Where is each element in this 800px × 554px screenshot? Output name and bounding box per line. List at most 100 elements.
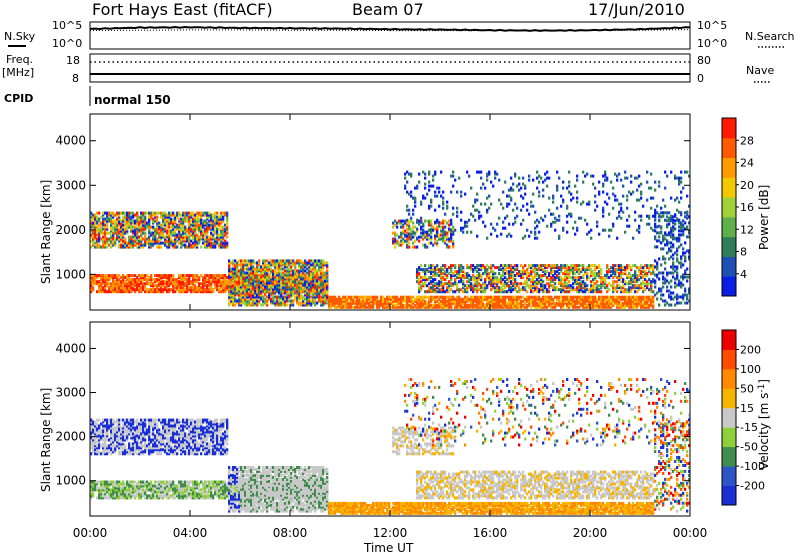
range-gate-cell [298,285,301,289]
range-gate-cell [326,301,329,305]
range-gate-cell [384,305,387,309]
range-gate-cell [422,303,425,307]
range-gate-cell [546,305,549,309]
range-gate-cell [176,213,179,217]
range-gate-cell [444,274,447,278]
range-gate-cell [112,274,115,278]
range-gate-cell [186,215,189,219]
range-gate-cell [124,223,127,227]
range-gate-cell [532,290,535,294]
range-gate-cell [318,285,321,289]
range-gate-cell [598,295,601,299]
range-gate-cell [194,243,197,247]
range-gate-cell [412,230,415,234]
range-gate-cell [528,234,531,238]
range-gate-cell [446,233,449,237]
range-gate-cell [480,301,483,305]
range-gate-cell [490,301,493,305]
range-gate-cell [412,212,415,216]
range-gate-cell [314,289,317,293]
range-gate-cell [388,305,391,309]
range-gate-cell [296,281,299,285]
range-gate-cell [200,219,203,223]
range-gate-cell [108,286,111,290]
range-gate-cell [106,280,109,284]
range-gate-cell [174,219,177,223]
range-gate-cell [496,282,499,286]
range-gate-cell [224,282,227,286]
range-gate-cell [254,297,257,301]
range-gate-cell [136,237,139,241]
range-gate-cell [538,264,541,268]
range-gate-cell [296,285,299,289]
range-gate-cell [496,301,499,305]
range-gate-cell [586,272,589,276]
range-gate-cell [92,233,95,237]
range-gate-cell [438,220,441,224]
range-gate-cell [422,301,425,305]
range-gate-cell [166,282,169,286]
range-gate-cell [194,227,197,231]
range-gate-cell [248,287,251,291]
range-gate-cell [534,280,537,284]
range-gate-cell [286,263,289,267]
range-gate-cell [492,280,495,284]
range-gate-cell [374,297,377,301]
range-gate-cell [226,219,229,223]
range-gate-cell [306,261,309,265]
range-gate-cell [496,305,499,309]
range-gate-cell [118,215,121,219]
range-gate-cell [578,288,581,292]
range-gate-cell [150,276,153,280]
range-gate-cell [302,287,305,291]
range-gate-cell [242,291,245,295]
range-gate-cell [540,176,543,180]
range-gate-cell [442,268,445,272]
range-gate-cell [194,221,197,225]
range-gate-cell [576,278,579,282]
range-gate-cell [406,227,409,231]
range-gate-cell [570,212,573,216]
range-gate-cell [462,274,465,278]
range-gate-cell [434,241,437,245]
range-gate-cell [134,278,137,282]
range-gate-cell [520,288,523,292]
range-gate-cell [512,282,515,286]
range-gate-cell [438,295,441,299]
range-gate-cell [240,269,243,273]
range-gate-cell [560,280,563,284]
range-gate-cell [244,293,247,297]
range-gate-cell [200,282,203,286]
range-gate-cell [314,267,317,271]
range-gate-cell [438,284,441,288]
range-gate-cell [510,301,513,305]
range-gate-cell [206,229,209,233]
range-gate-cell [550,284,553,288]
range-gate-cell [326,263,329,267]
range-gate-cell [128,235,131,239]
range-gate-cell [448,301,451,305]
range-gate-cell [168,223,171,227]
range-gate-cell [198,229,201,233]
range-gate-cell [300,297,303,301]
range-gate-cell [324,295,327,299]
range-gate-cell [588,276,591,280]
range-gate-cell [152,219,155,223]
range-gate-cell [110,223,113,227]
range-gate-cell [422,224,425,228]
range-gate-cell [296,301,299,305]
range-gate-cell [440,278,443,282]
range-gate-cell [418,299,421,303]
range-gate-cell [544,297,547,301]
range-gate-cell [596,299,599,303]
range-gate-cell [306,303,309,307]
range-gate-cell [118,243,121,247]
range-gate-cell [424,219,427,223]
range-gate-cell [486,174,489,178]
range-gate-cell [542,194,545,198]
range-gate-cell [122,280,125,284]
range-gate-cell [552,274,555,278]
range-gate-cell [168,284,171,288]
range-gate-cell [310,269,313,273]
range-gate-cell [198,225,201,229]
